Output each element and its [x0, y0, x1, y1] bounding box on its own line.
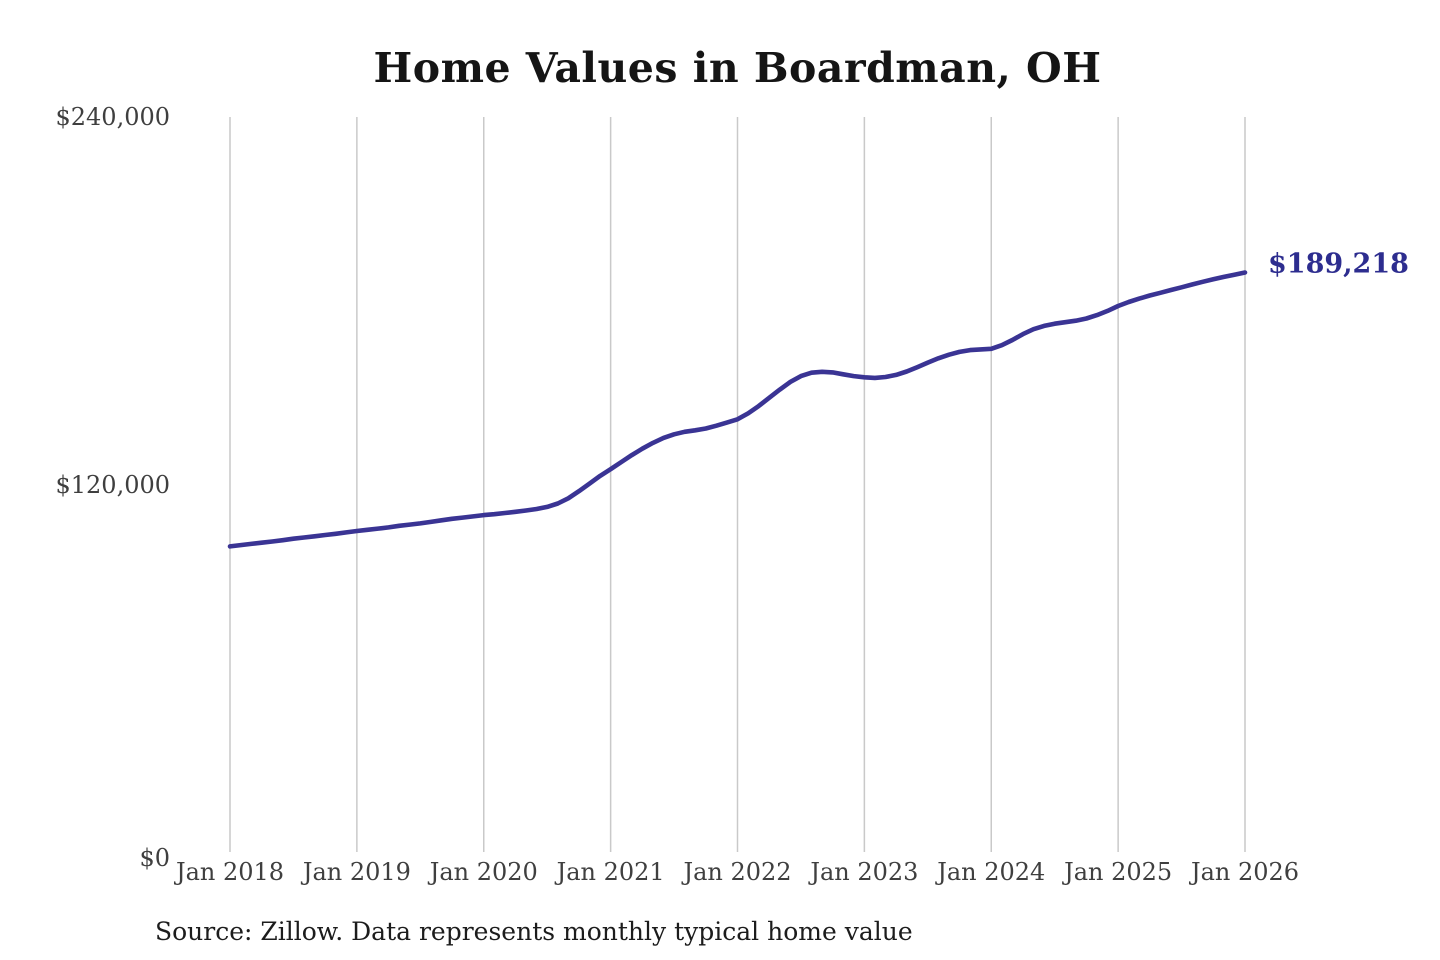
home-value-line	[227, 270, 1248, 549]
x-tick-jan-2020: Jan 2020	[429, 858, 538, 886]
vertical-gridlines	[229, 117, 1246, 852]
y-tick-0: $0	[139, 844, 170, 872]
x-tick-jan-2022: Jan 2022	[683, 858, 792, 886]
chart-title: Home Values in Boardman, OH	[373, 44, 1102, 92]
x-tick-jan-2024: Jan 2024	[937, 858, 1046, 886]
x-tick-jan-2025: Jan 2025	[1064, 858, 1173, 886]
y-tick-120000: $120,000	[55, 470, 170, 499]
y-tick-240000: $240,000	[55, 103, 170, 131]
x-tick-jan-2018: Jan 2018	[175, 858, 285, 886]
source-note: Source: Zillow. Data represents monthly …	[155, 917, 913, 946]
x-tick-jan-2023: Jan 2023	[810, 858, 919, 886]
end-value-label: $189,218	[1268, 248, 1409, 280]
x-tick-jan-2021: Jan 2021	[556, 858, 665, 886]
x-tick-jan-2026: Jan 2026	[1190, 858, 1300, 886]
x-tick-jan-2019: Jan 2019	[302, 858, 411, 886]
